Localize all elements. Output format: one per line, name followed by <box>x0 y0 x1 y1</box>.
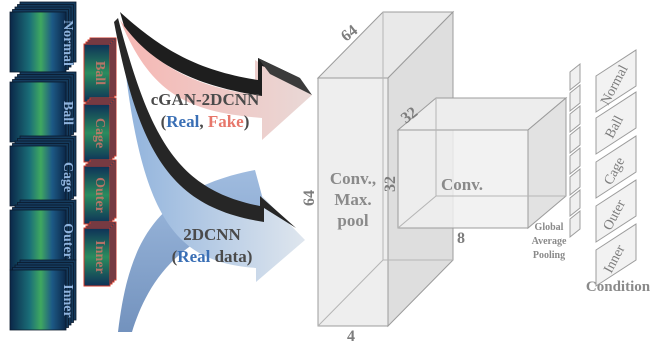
conv-maxpool-block <box>316 10 455 328</box>
gap-label-line3: Pooling <box>533 250 565 261</box>
condition-cell <box>595 179 637 243</box>
lower-branch-subtitle: (Real data) <box>172 247 253 266</box>
lower-branch-arrow <box>122 40 305 282</box>
gap-label-line2: Average <box>532 236 567 247</box>
block1-label-line3: pool <box>337 211 368 230</box>
gap-cell <box>569 62 581 92</box>
fake-stack-label: Outer <box>92 177 107 213</box>
branch-arrows <box>114 12 312 332</box>
real-data-label: Real <box>177 247 210 266</box>
block2-left-dim: 32 <box>382 176 399 192</box>
block2-label: Conv. <box>441 175 483 194</box>
fake-stack-label: Cage <box>92 118 107 148</box>
gap-cell <box>569 83 581 113</box>
lower-arrow-shadow <box>114 18 296 228</box>
gap-cell <box>569 188 581 218</box>
fake-input-stack: Ball Cage Outer Inner <box>83 37 117 287</box>
real-stack-label: Normal <box>60 20 75 66</box>
block1-hidden-edge-2 <box>317 259 384 327</box>
real-spectrogram-layer <box>9 145 67 207</box>
upper-branch-subtitle: (Real, Fake) <box>161 112 250 131</box>
fake-label: Fake <box>208 112 244 131</box>
condition-cell <box>595 49 637 113</box>
block1-bottom-dim: 4 <box>347 328 355 345</box>
gap-cell <box>569 146 581 176</box>
gap-cell <box>569 104 581 134</box>
global-average-pooling-vector <box>569 62 581 239</box>
block2-bottom-dim: 8 <box>457 230 465 247</box>
gap-cell <box>569 209 581 239</box>
real-stack-label: Ball <box>60 101 75 125</box>
real-input-stack: Normal Ball Cage Outer Inner <box>9 1 77 331</box>
gap-cell <box>569 167 581 197</box>
real-spectrogram-layer <box>9 269 67 331</box>
fake-stack-label: Inner <box>92 240 107 273</box>
block1-front-face <box>317 77 389 327</box>
condition-cell <box>595 135 637 199</box>
real-stack-label: Cage <box>60 162 75 192</box>
fake-spectrogram-layer <box>83 227 111 287</box>
real-stack-label: Outer <box>60 223 75 259</box>
block2-hidden-edge-3 <box>397 195 437 229</box>
upper-arrow-shadow <box>120 12 300 96</box>
real-label: Real <box>166 112 199 131</box>
fake-spectrogram-layer <box>83 43 111 103</box>
real-spectrogram-layer <box>9 11 67 73</box>
fake-stack-label: Ball <box>92 61 107 85</box>
real-spectrogram-layer <box>9 81 67 143</box>
condition-cell <box>595 223 637 287</box>
condition-cell <box>595 91 637 155</box>
upper-branch-arrow <box>120 20 312 140</box>
real-stack-label: Inner <box>60 284 75 317</box>
condition-label: Condition <box>586 279 651 295</box>
fake-spectrogram-layer <box>83 103 111 163</box>
gap-label-line1: Global <box>535 222 564 233</box>
arrow-tip-shadow <box>258 58 312 95</box>
lower-branch-title: 2DCNN <box>183 225 241 244</box>
gap-cell <box>569 125 581 155</box>
block2-front-face <box>397 129 529 229</box>
block1-label-line2: Max. <box>334 190 371 209</box>
conv-block <box>396 96 568 230</box>
fake-spectrogram-layer <box>83 165 111 225</box>
block1-left-dim: 64 <box>301 190 318 206</box>
block1-label-line1: Conv., <box>330 169 376 188</box>
upper-branch-title: cGAN-2DCNN <box>151 90 260 109</box>
